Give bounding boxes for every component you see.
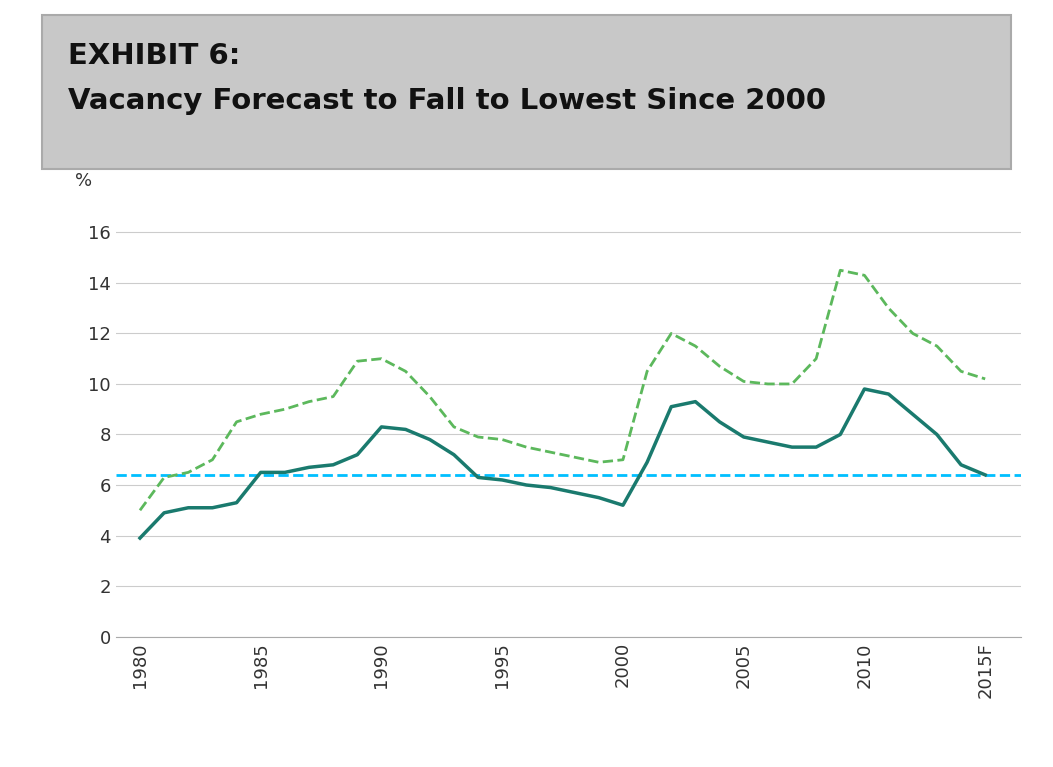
Text: EXHIBIT 6:: EXHIBIT 6:	[68, 42, 241, 71]
Text: Vacancy Forecast to Fall to Lowest Since 2000: Vacancy Forecast to Fall to Lowest Since…	[68, 87, 827, 115]
Text: %: %	[75, 172, 93, 190]
